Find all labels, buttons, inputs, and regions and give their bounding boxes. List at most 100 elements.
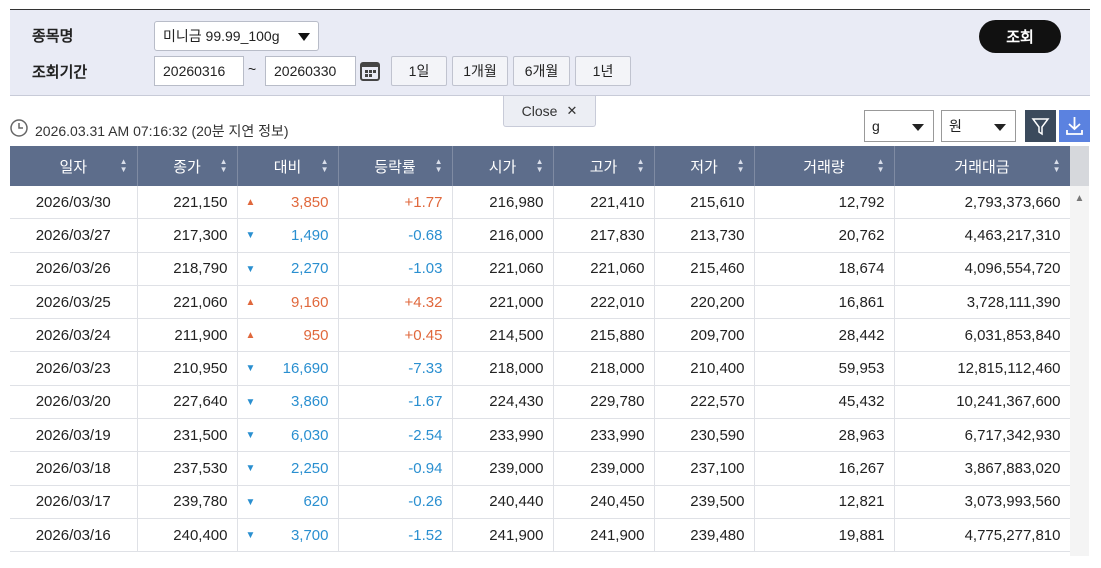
rate-cell: -1.67 xyxy=(338,385,453,420)
date-cell: 2026/03/30 xyxy=(10,186,138,220)
amount-cell: 10,241,367,600 xyxy=(894,385,1071,420)
change-arrow: ▼ xyxy=(245,496,256,508)
change-cell: ▼ 16,690 xyxy=(237,351,339,386)
search-button[interactable]: 조회 xyxy=(979,20,1061,53)
volume-cell: 12,821 xyxy=(754,485,895,519)
sort-icon: ▲ ▼ xyxy=(876,157,885,174)
filter-button[interactable] xyxy=(1025,110,1056,142)
clock-face xyxy=(10,119,28,137)
item-value: 미니금 99.99_100g xyxy=(163,28,280,44)
column-header: 저가 ▲ ▼ xyxy=(654,146,755,186)
change-value: 3,860 xyxy=(290,393,329,411)
column-header: 거래대금 ▲ ▼ xyxy=(894,146,1071,186)
table-row: 2026/03/23 210,950 ▼ 16,690 -7.33 218,000 218,… xyxy=(10,351,1071,386)
header-text: 등락률 xyxy=(374,158,416,176)
download-button[interactable] xyxy=(1059,110,1090,142)
volume-cell: 16,267 xyxy=(754,451,895,486)
change-arrow: ▼ xyxy=(245,463,256,475)
header-row: 일자 ▲ ▼ 종가 ▲ ▼ 대비 ▲ ▼ 등락률 ▲ ▼ 시가 ▲ ▼ 고가 ▲ ▼ 저가 ▲ ▼ 거래량 ▲ ▼ 거래대금 ▲ ▼ xyxy=(10,146,1071,186)
sort-icon: ▲ ▼ xyxy=(434,157,443,174)
header-text: 저가 xyxy=(690,158,718,176)
close-cell: 227,640 xyxy=(137,385,238,420)
amount-cell: 6,031,853,840 xyxy=(894,318,1071,353)
low-cell: 215,610 xyxy=(654,186,755,220)
high-cell: 221,060 xyxy=(553,252,655,286)
scroll-up-arrow[interactable]: ▲ xyxy=(1074,193,1085,204)
unit-select[interactable]: g xyxy=(864,110,934,142)
date-cell: 2026/03/26 xyxy=(10,252,138,286)
high-cell: 221,410 xyxy=(553,186,655,220)
close-cell: 221,150 xyxy=(137,186,238,220)
change-value: 2,250 xyxy=(290,460,329,478)
sort-icon: ▲ ▼ xyxy=(736,157,745,174)
high-cell: 222,010 xyxy=(553,285,655,320)
unit-value: g xyxy=(872,118,880,134)
sort-icon: ▲ ▼ xyxy=(1052,157,1061,174)
change-cell: ▼ 620 xyxy=(237,485,339,519)
open-cell: 240,440 xyxy=(452,485,554,519)
scrollbar-head xyxy=(1070,146,1089,186)
close-cell: 231,500 xyxy=(137,418,238,453)
currency-select[interactable]: 원 xyxy=(941,110,1016,142)
change-cell: ▼ 1,490 xyxy=(237,218,339,253)
change-value: 2,270 xyxy=(290,260,329,278)
column-header: 일자 ▲ ▼ xyxy=(10,146,138,186)
rate-cell: -1.03 xyxy=(338,252,453,286)
table-row: 2026/03/19 231,500 ▼ 6,030 -2.54 233,990 233,9… xyxy=(10,418,1071,453)
rate-cell: +4.32 xyxy=(338,285,453,320)
volume-cell: 59,953 xyxy=(754,351,895,386)
item-select[interactable]: 미니금 99.99_100g xyxy=(154,21,319,51)
high-cell: 241,900 xyxy=(553,518,655,553)
open-cell: 218,000 xyxy=(452,351,554,386)
table-row: 2026/03/27 217,300 ▼ 1,490 -0.68 216,000 217,8… xyxy=(10,218,1071,253)
change-arrow: ▼ xyxy=(245,430,256,442)
rate-cell: -0.26 xyxy=(338,485,453,519)
end-date[interactable]: 20260330 xyxy=(265,56,356,86)
date-cell: 2026/03/25 xyxy=(10,285,138,320)
high-cell: 239,000 xyxy=(553,451,655,486)
high-cell: 240,450 xyxy=(553,485,655,519)
volume-cell: 16,861 xyxy=(754,285,895,320)
date-cell: 2026/03/19 xyxy=(10,418,138,453)
high-cell: 217,830 xyxy=(553,218,655,253)
amount-cell: 3,728,111,390 xyxy=(894,285,1071,320)
close-cell: 237,530 xyxy=(137,451,238,486)
open-cell: 221,060 xyxy=(452,252,554,286)
select-caret xyxy=(298,33,310,41)
amount-cell: 3,867,883,020 xyxy=(894,451,1071,486)
column-header: 종가 ▲ ▼ xyxy=(137,146,238,186)
item-label: 종목명 xyxy=(32,28,74,45)
open-cell: 216,980 xyxy=(452,186,554,220)
amount-cell: 12,815,112,460 xyxy=(894,351,1071,386)
period-button[interactable]: 6개월 xyxy=(513,56,570,86)
change-value: 950 xyxy=(303,326,329,344)
date-cell: 2026/03/18 xyxy=(10,451,138,486)
sort-icon: ▲ ▼ xyxy=(535,157,544,174)
close-tab[interactable]: Close ✕ xyxy=(503,96,596,127)
open-cell: 216,000 xyxy=(452,218,554,253)
change-cell: ▼ 2,250 xyxy=(237,451,339,486)
clock-hands xyxy=(18,123,23,129)
period-button[interactable]: 1일 xyxy=(391,56,447,86)
low-cell: 209,700 xyxy=(654,318,755,353)
currency-value: 원 xyxy=(949,118,962,134)
period-button[interactable]: 1년 xyxy=(575,56,631,86)
low-cell: 210,400 xyxy=(654,351,755,386)
change-cell: ▲ 3,850 xyxy=(237,186,339,220)
change-value: 620 xyxy=(303,493,329,511)
open-cell: 224,430 xyxy=(452,385,554,420)
header-text: 거래대금 xyxy=(954,158,1010,176)
start-date[interactable]: 20260316 xyxy=(154,56,244,86)
calendar-icon[interactable] xyxy=(358,58,382,84)
calendar-top xyxy=(361,63,379,67)
low-cell: 222,570 xyxy=(654,385,755,420)
change-cell: ▼ 3,860 xyxy=(237,385,339,420)
period-button[interactable]: 1개월 xyxy=(452,56,508,86)
table-row: 2026/03/25 221,060 ▲ 9,160 +4.32 221,000 222,0… xyxy=(10,285,1071,320)
amount-cell: 4,775,277,810 xyxy=(894,518,1071,553)
close-cell: 218,790 xyxy=(137,252,238,286)
table-row: 2026/03/20 227,640 ▼ 3,860 -1.67 224,430 229,7… xyxy=(10,385,1071,420)
header-text: 시가 xyxy=(488,158,517,176)
change-arrow: ▲ xyxy=(245,296,256,308)
open-cell: 239,000 xyxy=(452,451,554,486)
